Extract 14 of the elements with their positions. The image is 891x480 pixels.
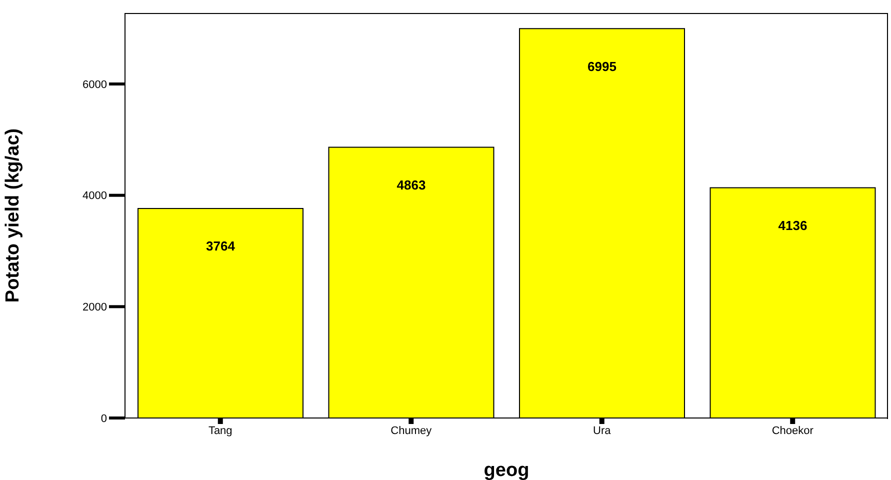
data-label: 6995 bbox=[588, 58, 616, 74]
y-tick-label: 4000 bbox=[82, 190, 107, 202]
data-label: 4863 bbox=[396, 178, 426, 193]
x-tick-label: Choekor bbox=[772, 424, 814, 437]
y-tick-label: 6000 bbox=[82, 78, 107, 91]
data-label: 4136 bbox=[778, 218, 808, 233]
data-label: 3764 bbox=[206, 238, 236, 254]
x-tick-label: Chumey bbox=[390, 424, 432, 437]
x-tick-label: Ura bbox=[593, 424, 612, 437]
x-tick-label: Tang bbox=[208, 424, 232, 437]
y-tick-label: 2000 bbox=[82, 302, 107, 314]
y-tick-label: 0 bbox=[100, 412, 107, 425]
x-axis-title: geog bbox=[484, 460, 530, 480]
y-axis-title: Potato yield (kg/ac) bbox=[2, 128, 24, 303]
